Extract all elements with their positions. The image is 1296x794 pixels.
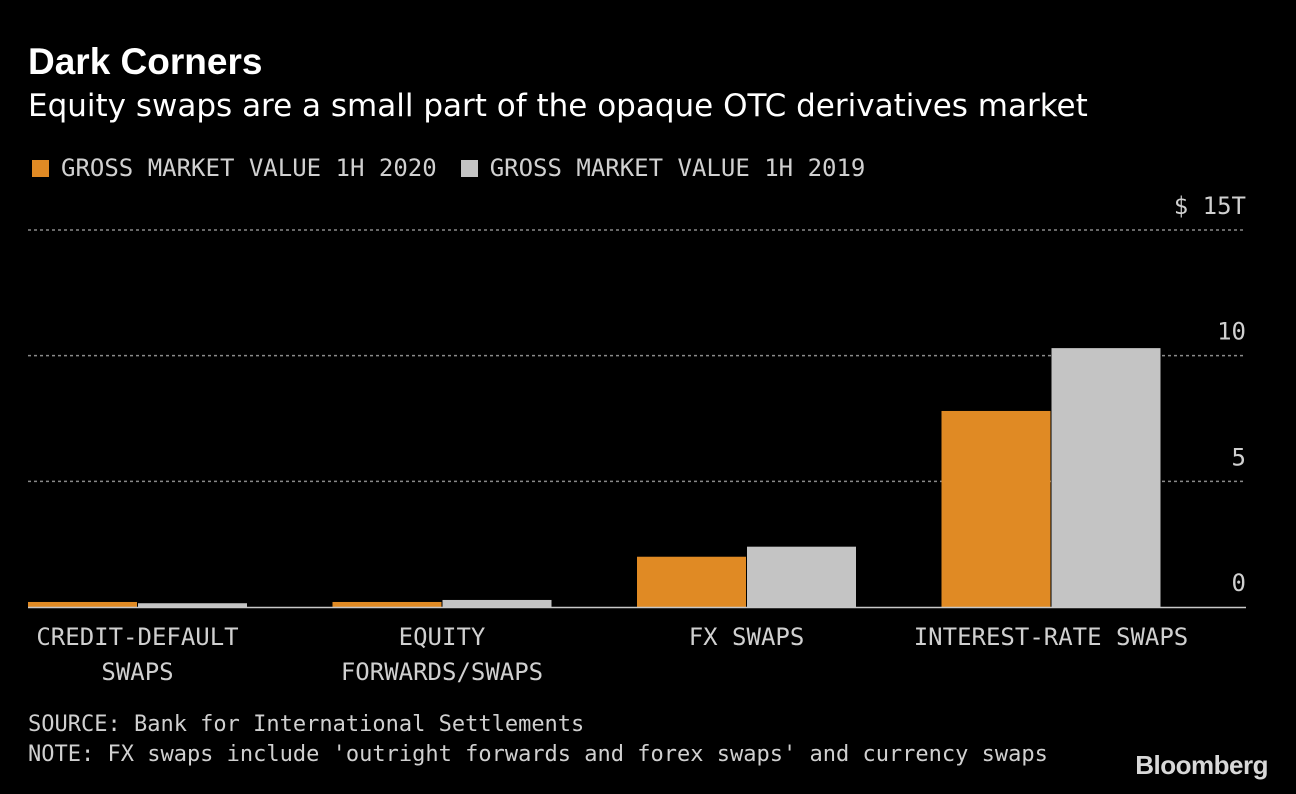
legend: GROSS MARKET VALUE 1H 2020 GROSS MARKET …	[32, 152, 889, 184]
y-tick-label: 0	[1232, 569, 1246, 597]
bar-2020-0	[28, 601, 137, 607]
bar-2019-3	[1051, 348, 1161, 607]
legend-item-2020: GROSS MARKET VALUE 1H 2020	[32, 152, 437, 184]
bar-2020-2	[637, 556, 746, 607]
label-layer: $ 15T 10 5 0 CREDIT-DEFAULT SWAPS EQUITY FORWAR…	[36, 192, 1246, 686]
y-tick-label: $ 15T	[1174, 192, 1246, 220]
legend-label-2019: GROSS MARKET VALUE 1H 2019	[489, 154, 866, 182]
x-category-label: INTEREST-RATE SWAPS	[914, 623, 1189, 651]
legend-label-2020: GROSS MARKET VALUE 1H 2020	[61, 154, 437, 182]
x-category-label: FORWARDS/SWAPS	[341, 658, 543, 686]
chart-title: Dark Corners	[28, 41, 263, 82]
legend-swatch-2020	[32, 159, 49, 177]
footnote: NOTE: FX swaps include 'outright forward…	[28, 742, 1048, 767]
x-category-label: EQUITY	[399, 623, 486, 651]
bar-2020-3	[941, 410, 1051, 607]
bar-2019-2	[747, 546, 856, 607]
bar-2020-1	[332, 601, 442, 607]
x-category-label: SWAPS	[101, 658, 173, 686]
source-note: SOURCE: Bank for International Settlemen…	[28, 712, 585, 737]
legend-item-2019: GROSS MARKET VALUE 1H 2019	[460, 152, 866, 184]
bar-2019-0	[138, 603, 247, 607]
chart-subtitle: Equity swaps are a small part of the opa…	[28, 88, 1088, 124]
bar-layer	[28, 348, 1161, 607]
legend-swatch-2019	[460, 159, 478, 177]
bar-2019-1	[442, 599, 552, 607]
x-category-label: CREDIT-DEFAULT	[36, 623, 238, 651]
y-tick-label: 5	[1232, 443, 1246, 471]
bloomberg-logo: Bloomberg	[1135, 750, 1268, 780]
x-category-label: FX SWAPS	[689, 623, 805, 651]
y-tick-label: 10	[1217, 318, 1246, 346]
